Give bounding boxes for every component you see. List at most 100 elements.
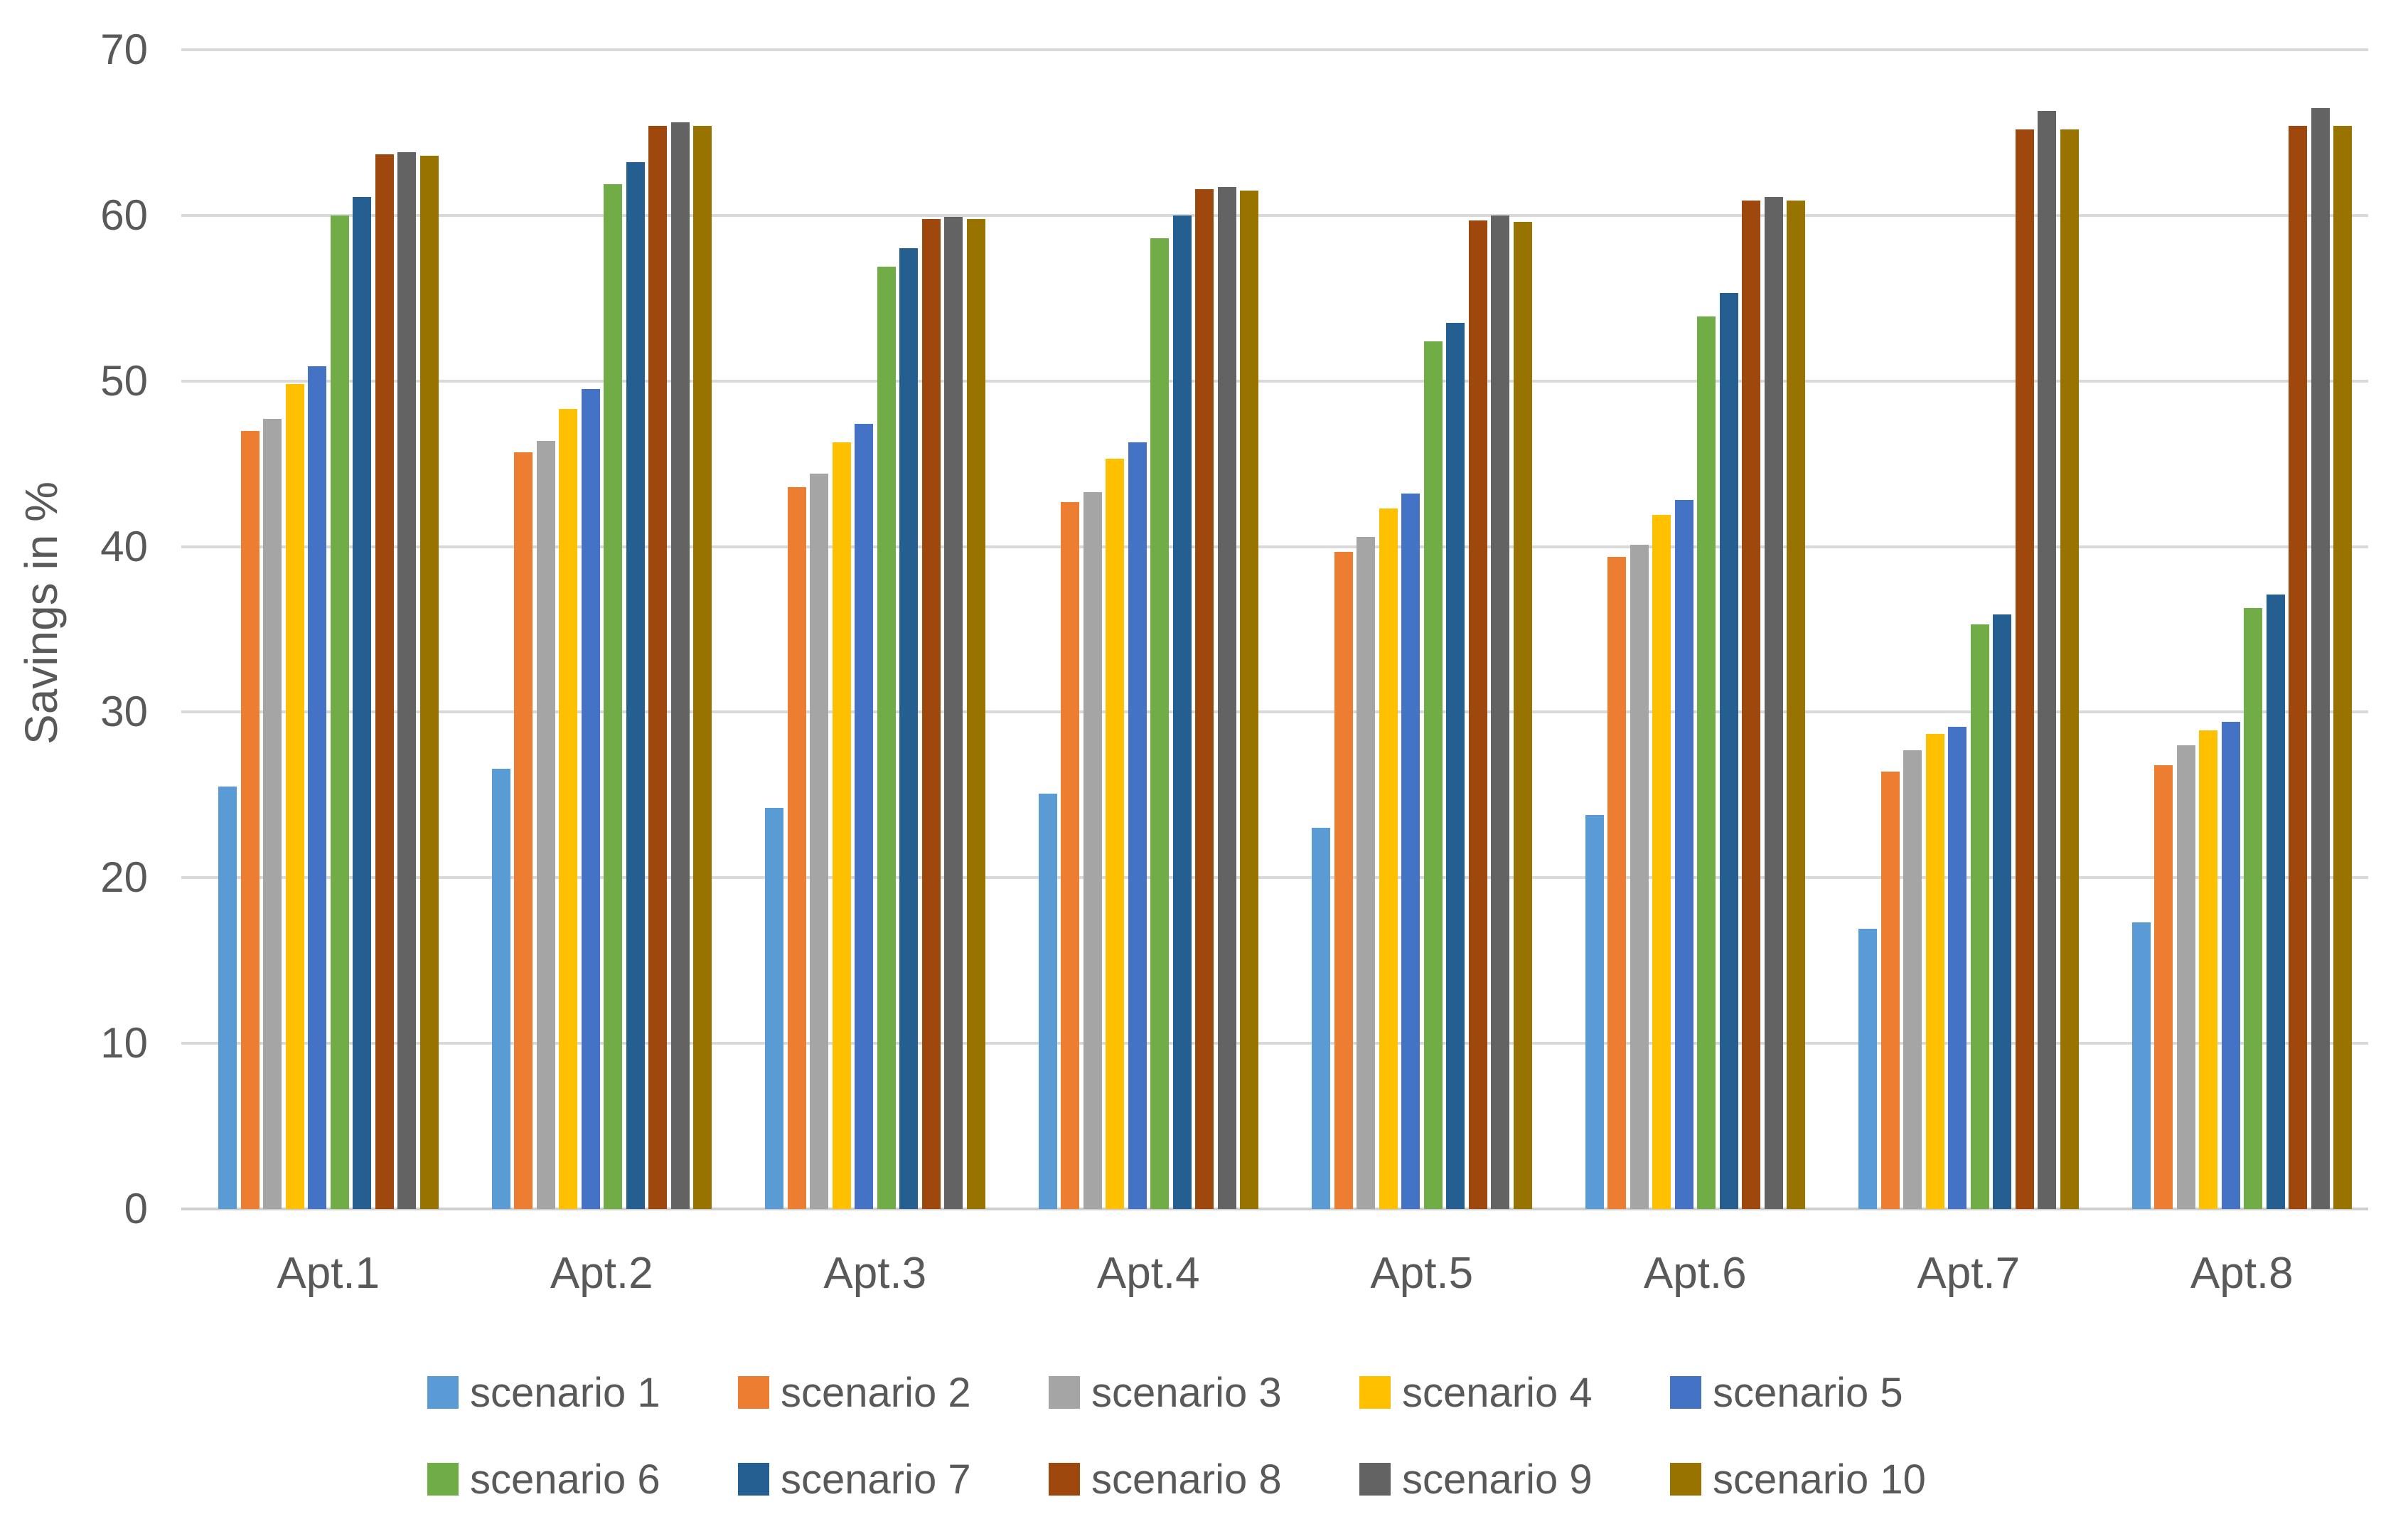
y-tick-label: 50 bbox=[100, 356, 148, 405]
legend-label: scenario 2 bbox=[781, 1369, 971, 1416]
bar-scenario-1-Apt.8 bbox=[2131, 922, 2151, 1209]
legend-item-scenario-4: scenario 4 bbox=[1359, 1367, 1670, 1418]
bar-scenario-5-Apt.7 bbox=[1948, 727, 1966, 1209]
bar-scenario-7-Apt.8 bbox=[2266, 595, 2285, 1209]
legend-label: scenario 1 bbox=[470, 1369, 660, 1416]
x-axis-label: Apt.3 bbox=[823, 1249, 927, 1298]
x-axis-label: Apt.1 bbox=[277, 1249, 380, 1298]
bar-scenario-3-Apt.7 bbox=[1903, 750, 1922, 1209]
legend-color-swatch bbox=[1359, 1376, 1391, 1409]
legend-color-swatch bbox=[427, 1376, 459, 1409]
bar-scenario-9-Apt.2 bbox=[670, 122, 690, 1209]
bar-scenario-7-Apt.6 bbox=[1719, 293, 1738, 1209]
bar-scenario-6-Apt.6 bbox=[1697, 316, 1716, 1209]
bar-scenario-6-Apt.5 bbox=[1423, 341, 1443, 1209]
bar-scenario-9-Apt.5 bbox=[1491, 215, 1509, 1209]
bar-scenario-5-Apt.1 bbox=[308, 366, 326, 1209]
y-tick-label: 20 bbox=[100, 853, 148, 902]
bar-scenario-9-Apt.1 bbox=[397, 152, 416, 1209]
x-axis-line bbox=[181, 1208, 2368, 1210]
x-axis-label: Apt.4 bbox=[1096, 1249, 1200, 1298]
bar-scenario-9-Apt.7 bbox=[2038, 111, 2056, 1209]
bar-scenario-6-Apt.7 bbox=[1970, 624, 1989, 1209]
legend-color-swatch bbox=[738, 1463, 769, 1496]
bar-scenario-2-Apt.3 bbox=[787, 486, 806, 1209]
bar-scenario-2-Apt.5 bbox=[1334, 551, 1353, 1209]
bar-scenario-6-Apt.3 bbox=[877, 267, 896, 1209]
legend: scenario 1 scenario 2 scenario 3 scenario 4… bbox=[0, 1367, 2408, 1505]
x-axis-label: Apt.5 bbox=[1370, 1249, 1474, 1298]
bar-scenario-10-Apt.5 bbox=[1513, 222, 1532, 1209]
bar-scenario-4-Apt.8 bbox=[2199, 730, 2217, 1209]
y-tick-label: 10 bbox=[100, 1019, 148, 1067]
bar-scenario-10-Apt.8 bbox=[2333, 126, 2352, 1209]
legend-item-scenario-3: scenario 3 bbox=[1049, 1367, 1359, 1418]
bar-scenario-7-Apt.1 bbox=[353, 197, 371, 1209]
bar-scenario-7-Apt.4 bbox=[1172, 215, 1192, 1209]
legend-item-scenario-1: scenario 1 bbox=[427, 1367, 738, 1418]
bar-scenario-8-Apt.3 bbox=[921, 218, 941, 1209]
legend-item-scenario-2: scenario 2 bbox=[738, 1367, 1049, 1418]
y-tick-label: 30 bbox=[100, 688, 148, 736]
bar-scenario-3-Apt.6 bbox=[1630, 545, 1649, 1209]
legend-label: scenario 4 bbox=[1402, 1369, 1593, 1416]
y-tick-label: 60 bbox=[100, 191, 148, 239]
bar-scenario-1-Apt.2 bbox=[491, 768, 510, 1209]
gridline bbox=[181, 213, 2368, 217]
y-tick-label: 70 bbox=[100, 26, 148, 73]
bar-scenario-6-Apt.8 bbox=[2244, 607, 2262, 1209]
bar-scenario-8-Apt.1 bbox=[375, 154, 394, 1209]
legend-label: scenario 9 bbox=[1402, 1456, 1593, 1503]
y-tick-label: 0 bbox=[124, 1185, 148, 1232]
gridline bbox=[181, 710, 2368, 714]
legend-color-swatch bbox=[738, 1376, 769, 1409]
bar-scenario-5-Apt.3 bbox=[855, 424, 873, 1209]
bar-scenario-9-Apt.6 bbox=[1764, 197, 1783, 1209]
legend-color-swatch bbox=[1049, 1463, 1080, 1496]
bar-scenario-9-Apt.4 bbox=[1217, 187, 1236, 1209]
legend-item-scenario-5: scenario 5 bbox=[1670, 1367, 1981, 1418]
legend-label: scenario 5 bbox=[1713, 1369, 1903, 1416]
legend-color-swatch bbox=[1670, 1463, 1701, 1496]
bar-scenario-5-Apt.4 bbox=[1128, 442, 1147, 1209]
bar-scenario-4-Apt.1 bbox=[285, 384, 304, 1209]
bar-scenario-3-Apt.1 bbox=[263, 419, 282, 1209]
legend-label: scenario 3 bbox=[1091, 1369, 1282, 1416]
bar-scenario-7-Apt.3 bbox=[899, 248, 918, 1209]
legend-color-swatch bbox=[1359, 1463, 1391, 1496]
bar-scenario-8-Apt.4 bbox=[1195, 188, 1214, 1209]
gridline bbox=[181, 876, 2368, 880]
bar-scenario-2-Apt.4 bbox=[1061, 501, 1079, 1209]
bar-scenario-10-Apt.3 bbox=[966, 218, 985, 1209]
bar-scenario-1-Apt.5 bbox=[1312, 828, 1330, 1209]
bar-scenario-2-Apt.6 bbox=[1607, 556, 1626, 1209]
legend-item-scenario-9: scenario 9 bbox=[1359, 1454, 1670, 1505]
legend-row: scenario 6 scenario 7 scenario 8 scenario 9… bbox=[427, 1454, 1981, 1505]
gridline bbox=[181, 48, 2368, 51]
bar-scenario-3-Apt.4 bbox=[1083, 491, 1102, 1209]
x-axis-label: Apt.6 bbox=[1643, 1249, 1747, 1298]
bar-scenario-2-Apt.2 bbox=[514, 452, 533, 1209]
bar-scenario-7-Apt.7 bbox=[1993, 614, 2011, 1209]
bar-scenario-4-Apt.7 bbox=[1925, 733, 1944, 1209]
bar-scenario-1-Apt.6 bbox=[1585, 814, 1604, 1209]
x-axis-label: Apt.8 bbox=[2190, 1249, 2294, 1298]
bar-scenario-10-Apt.4 bbox=[1240, 190, 1258, 1209]
bar-scenario-6-Apt.1 bbox=[330, 215, 349, 1209]
gridline bbox=[181, 379, 2368, 383]
bar-scenario-9-Apt.8 bbox=[2311, 107, 2330, 1209]
bar-scenario-9-Apt.3 bbox=[944, 217, 963, 1209]
bar-scenario-3-Apt.2 bbox=[536, 440, 555, 1209]
bar-scenario-1-Apt.1 bbox=[218, 787, 237, 1209]
bar-scenario-4-Apt.3 bbox=[832, 442, 851, 1209]
bar-scenario-4-Apt.5 bbox=[1379, 508, 1398, 1209]
bar-scenario-8-Apt.6 bbox=[1742, 200, 1760, 1209]
bar-scenario-8-Apt.8 bbox=[2289, 126, 2307, 1209]
bar-scenario-1-Apt.4 bbox=[1038, 793, 1057, 1209]
bar-scenario-5-Apt.2 bbox=[581, 389, 600, 1209]
bar-scenario-8-Apt.7 bbox=[2015, 129, 2034, 1209]
legend-label: scenario 6 bbox=[470, 1456, 660, 1503]
legend-color-swatch bbox=[1049, 1376, 1080, 1409]
bar-scenario-6-Apt.4 bbox=[1150, 238, 1169, 1209]
